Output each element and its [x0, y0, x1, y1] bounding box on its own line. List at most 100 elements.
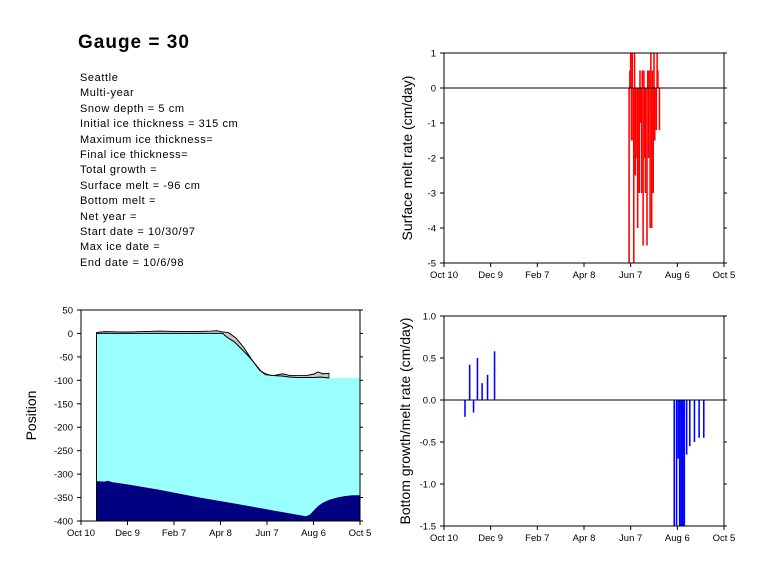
- data-bar: [658, 88, 661, 130]
- data-bar: [629, 53, 632, 88]
- data-bar: [654, 88, 656, 141]
- x-tick-label: Feb 7: [525, 533, 549, 544]
- snow-surface-line: [96, 330, 330, 377]
- y-tick-label: -1.0: [420, 480, 436, 491]
- info-line: Multi-year: [80, 87, 135, 100]
- info-line: Initial ice thickness = 315 cm: [80, 118, 239, 131]
- y-tick-label: -3: [428, 189, 436, 200]
- data-bar: [653, 53, 655, 88]
- plot-frame: [80, 309, 361, 522]
- x-tick-label: Aug 6: [665, 270, 690, 281]
- data-bar: [703, 400, 705, 438]
- data-bar: [650, 88, 653, 228]
- y-tick-label: -4: [428, 224, 436, 235]
- y-tick-label: 0.5: [423, 354, 436, 365]
- ocean-layer: [96, 480, 360, 521]
- data-bar: [643, 70, 645, 88]
- data-bar: [640, 88, 643, 193]
- info-line: Snow depth = 5 cm: [80, 102, 185, 115]
- y-tick-label: -1: [428, 119, 436, 130]
- data-bar: [631, 53, 633, 88]
- data-bar: [652, 88, 654, 193]
- data-bar: [693, 400, 696, 442]
- data-bar: [636, 88, 639, 228]
- x-tick-label: Apr 8: [209, 528, 232, 539]
- y-tick-label: -100: [54, 376, 73, 387]
- data-bar: [698, 400, 700, 438]
- data-bar: [655, 88, 658, 130]
- y-tick-label: -50: [59, 352, 73, 363]
- data-bar: [682, 400, 684, 526]
- y-tick-label: -200: [54, 423, 73, 434]
- x-tick-label: Apr 8: [573, 270, 596, 281]
- data-bar: [657, 70, 659, 88]
- x-tick-label: Dec 9: [478, 533, 503, 544]
- y-axis-label: Surface melt rate (cm/day): [399, 76, 415, 241]
- x-tick-label: Jun 7: [255, 528, 278, 539]
- x-tick-label: Aug 6: [301, 528, 326, 539]
- info-line: Seattle: [80, 72, 119, 84]
- y-tick-label: -1.5: [420, 522, 436, 533]
- x-tick-label: Jun 7: [619, 270, 642, 281]
- data-bar: [675, 400, 678, 526]
- data-bar: [644, 88, 647, 193]
- y-tick-label: 0: [68, 329, 73, 340]
- data-bar: [683, 400, 686, 526]
- y-tick-label: 50: [62, 306, 73, 317]
- data-bar: [633, 88, 635, 263]
- x-tick-label: Oct 10: [430, 533, 458, 544]
- info-line: Start date = 10/30/97: [80, 226, 196, 239]
- info-line: Surface melt = -96 cm: [80, 179, 201, 192]
- x-tick-label: Dec 9: [478, 270, 503, 281]
- data-bar: [680, 400, 682, 526]
- data-bar: [689, 400, 691, 447]
- data-bar: [685, 400, 688, 455]
- y-axis-label: Bottom growth/melt rate (cm/day): [397, 318, 413, 525]
- data-bar: [651, 70, 654, 88]
- plot-frame: [443, 52, 725, 264]
- info-line: Bottom melt =: [80, 195, 156, 208]
- info-line: End date = 10/6/98: [80, 256, 185, 269]
- x-tick-label: Feb 7: [162, 528, 186, 539]
- x-tick-label: Oct 5: [713, 270, 736, 281]
- info-line: Net year =: [80, 210, 138, 223]
- plot-frame: [443, 315, 725, 527]
- data-bar: [673, 400, 675, 526]
- data-bar: [464, 400, 466, 417]
- x-tick-label: Oct 5: [349, 528, 372, 539]
- data-bar: [638, 88, 640, 193]
- data-bar: [677, 400, 679, 459]
- data-bar: [633, 53, 636, 88]
- data-bar: [481, 383, 483, 400]
- info-line: Maximum ice thickness=: [80, 133, 214, 146]
- data-bar: [641, 70, 644, 88]
- data-bar: [642, 88, 644, 246]
- data-bar: [639, 70, 641, 88]
- data-bar: [629, 70, 631, 88]
- info-line: Max ice date =: [80, 241, 161, 254]
- y-tick-label: -5: [428, 259, 436, 270]
- data-bar: [646, 88, 648, 246]
- x-tick-label: Apr 8: [573, 533, 596, 544]
- y-tick-label: 1.0: [423, 312, 436, 323]
- y-tick-label: -350: [54, 493, 73, 504]
- info-line: Total growth =: [80, 164, 158, 177]
- y-tick-label: -400: [54, 517, 73, 528]
- data-bar: [649, 88, 651, 228]
- data-bar: [628, 88, 630, 263]
- y-tick-label: -250: [54, 446, 73, 457]
- x-tick-label: Oct 5: [713, 533, 736, 544]
- info-line: Final ice thickness=: [80, 149, 189, 162]
- data-bar: [647, 88, 650, 158]
- data-bar: [493, 351, 496, 400]
- gauge-title: Gauge = 30: [78, 32, 190, 53]
- info-block: Seattle Multi-year Snow depth = 5 cm Ini…: [80, 71, 238, 271]
- data-bar: [647, 70, 649, 88]
- ice-layer: [96, 333, 360, 517]
- data-bar: [630, 88, 633, 141]
- y-tick-label: -300: [54, 470, 73, 481]
- y-tick-label: 0: [431, 84, 436, 95]
